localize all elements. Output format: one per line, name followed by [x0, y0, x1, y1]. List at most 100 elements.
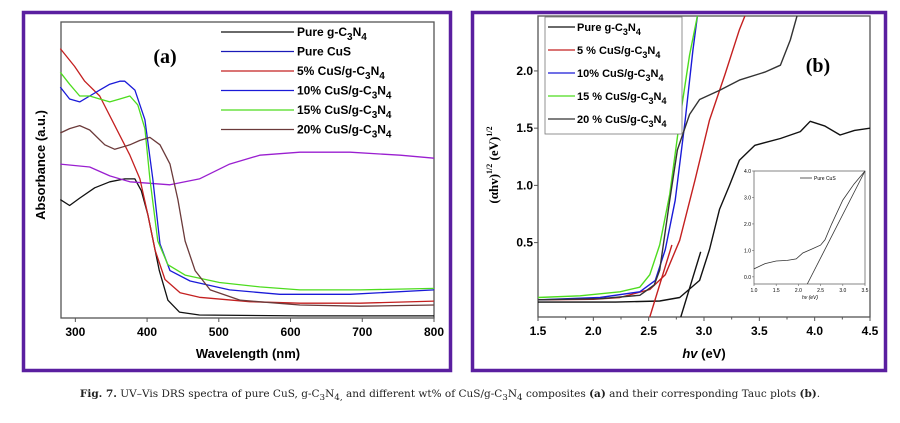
- x-tick-label: 400: [137, 325, 157, 339]
- caption-bold-a: (a): [589, 388, 606, 400]
- inset-x-tick-label: 1.5: [773, 288, 780, 294]
- panel-b-x-axis-label-unit: (eV): [698, 346, 726, 361]
- inset-x-tick-label: 3.0: [839, 288, 846, 294]
- inset-x-tick-label: 1.0: [751, 288, 758, 294]
- caption-text-7: .: [816, 388, 821, 400]
- legend-subscript: 4: [386, 110, 392, 121]
- inset-y-tick-label: 0.0: [744, 275, 751, 281]
- series-line-pure-g-c3n4: [59, 178, 434, 317]
- panel-b-x-axis-label-italic: hv: [682, 346, 698, 361]
- caption-fig-label: Fig. 7.: [79, 388, 117, 400]
- x-tick-label: 4.5: [862, 324, 879, 338]
- series-line-pure-cus: [60, 151, 435, 186]
- panel-a-x-ticks: 300 400 500 600 700 800: [65, 318, 444, 339]
- legend-subscript: 4: [379, 71, 385, 82]
- inset-series-line-pure-cus: [753, 170, 866, 270]
- series-line-15-cus-g-c3n4: [538, 16, 699, 299]
- caption-bold-b: (b): [799, 388, 817, 400]
- caption-text-1: UV–Vis DRS spectra of pure CuS, g-C: [116, 388, 320, 400]
- legend-text: 15 % CuS/g-C: [577, 91, 649, 103]
- legend-text: N: [377, 103, 386, 117]
- legend-subscript: 3: [372, 110, 378, 121]
- legend-text: N: [654, 114, 662, 126]
- legend-subscript: 3: [372, 130, 378, 141]
- y-tick-label: 2.0: [516, 64, 533, 78]
- panel-b-frame: [470, 10, 888, 373]
- panel-b-curves: [538, 16, 870, 317]
- x-tick-label: 600: [281, 325, 301, 339]
- legend-text: 20 % CuS/g-C: [577, 114, 649, 126]
- inset-chart: 1.0 1.5 2.0 2.5 3.0 3.5 0.0 1.0 2.0 3.0 4.0 Pure C…: [744, 169, 869, 301]
- legend-text: N: [628, 22, 636, 34]
- legend-text: 5% CuS/g-C: [297, 64, 365, 78]
- legend-text: N: [650, 68, 658, 80]
- panel-b-x-axis-label: hv (eV): [682, 346, 725, 361]
- legend-text: Pure CuS: [297, 45, 351, 59]
- inset-legend-label: Pure CuS: [814, 176, 836, 182]
- inset-series: [753, 170, 866, 285]
- y-label-part2: (eV): [486, 137, 501, 164]
- legend-subscript: 3: [347, 32, 353, 43]
- chart_data.1-legend-label: 5 % CuS/g-C3N4: [577, 45, 660, 60]
- legend-subscript: 4: [386, 130, 392, 141]
- inset-y-tick-label: 2.0: [744, 222, 751, 228]
- y-label-sup1: 1/2: [485, 164, 494, 174]
- series-line-20-cus-g-c3n4: [538, 16, 798, 301]
- chart_data.1-legend-label: 20 % CuS/g-C3N4: [577, 114, 667, 129]
- x-tick-label: 2.0: [585, 324, 602, 338]
- panel-a-frame: [21, 10, 453, 373]
- legend-text: Pure g-C: [577, 22, 623, 34]
- panel-a-plot-area: [60, 21, 435, 319]
- figure-caption: Fig. 7. UV–Vis DRS spectra of pure CuS, …: [0, 388, 900, 403]
- panel-b-chart: 1.5 2.0 2.5 3.0 3.5 4.0 4.5 0.5 1.0 1.5 2.0 (b) hv…: [485, 15, 879, 361]
- chart_data.1-legend-label: 10% CuS/g-C3N4: [577, 68, 663, 83]
- legend-subscript: 4: [661, 119, 666, 129]
- inset-plot-area: [753, 170, 866, 285]
- x-tick-label: 3.0: [696, 324, 713, 338]
- caption-text-2: N: [325, 388, 335, 400]
- legend-subscript: 4: [655, 50, 660, 60]
- figure: 300 400 500 600 700 800 (a) Wavelength (nm) A…: [21, 10, 888, 373]
- chart_data.0-legend-label: 10% CuS/g-C3N4: [297, 84, 392, 102]
- legend-text: N: [371, 64, 380, 78]
- legend-subscript: 4: [361, 32, 367, 43]
- panel-b-ticks: 1.5 2.0 2.5 3.0 3.5 4.0 4.5 0.5 1.0 1.5 2.0: [516, 64, 878, 338]
- x-tick-label: 3.5: [751, 324, 768, 338]
- panel-b-series: [538, 16, 870, 317]
- x-tick-label: 1.5: [530, 324, 547, 338]
- panel-a-x-axis-label: Wavelength (nm): [196, 346, 300, 361]
- y-tick-label: 1.0: [516, 178, 533, 192]
- panel-b-label: (b): [806, 55, 830, 77]
- legend-subscript: 3: [649, 96, 654, 106]
- inset-y-tick-label: 1.0: [744, 248, 751, 254]
- inset-y-tick-label: 4.0: [744, 169, 751, 175]
- chart_data.0-legend-label: 20% CuS/g-C3N4: [297, 123, 392, 141]
- legend-subscript: 4: [658, 73, 663, 83]
- legend-text: 10% CuS/g-C: [577, 68, 646, 80]
- y-tick-label: 0.5: [516, 236, 533, 250]
- legend-text: N: [377, 123, 386, 137]
- series-line-10-cus-g-c3n4: [538, 16, 699, 301]
- legend-text: 15% CuS/g-C: [297, 103, 372, 117]
- inset-y-tick-label: 3.0: [744, 195, 751, 201]
- inset-x-tick-label: 2.0: [795, 288, 802, 294]
- legend-text: 20% CuS/g-C: [297, 123, 372, 137]
- legend-subscript: 3: [372, 91, 378, 102]
- series-line-20-cus-g-c3n4: [60, 124, 435, 307]
- chart_data.1-legend-label: 15 % CuS/g-C3N4: [577, 91, 667, 106]
- x-tick-label: 300: [65, 325, 85, 339]
- caption-sub-4: 4: [517, 393, 523, 404]
- series-line-15-cus-g-c3n4: [59, 71, 435, 291]
- legend-subscript: 3: [365, 71, 371, 82]
- tangent-5pct: [649, 244, 673, 317]
- x-tick-label: 800: [424, 325, 444, 339]
- inset-x-tick-label: 2.5: [817, 288, 824, 294]
- panel-b-legend-box: [544, 16, 683, 135]
- series-line-10-cus-g-c3n4: [59, 80, 435, 295]
- caption-sub-1: 3: [319, 393, 326, 404]
- chart_data.0-legend-label: 5% CuS/g-C3N4: [297, 64, 385, 82]
- legend-text: N: [377, 84, 386, 98]
- chart_data.0-legend-label: Pure g-C3N4: [297, 25, 367, 43]
- legend-subscript: 4: [661, 96, 666, 106]
